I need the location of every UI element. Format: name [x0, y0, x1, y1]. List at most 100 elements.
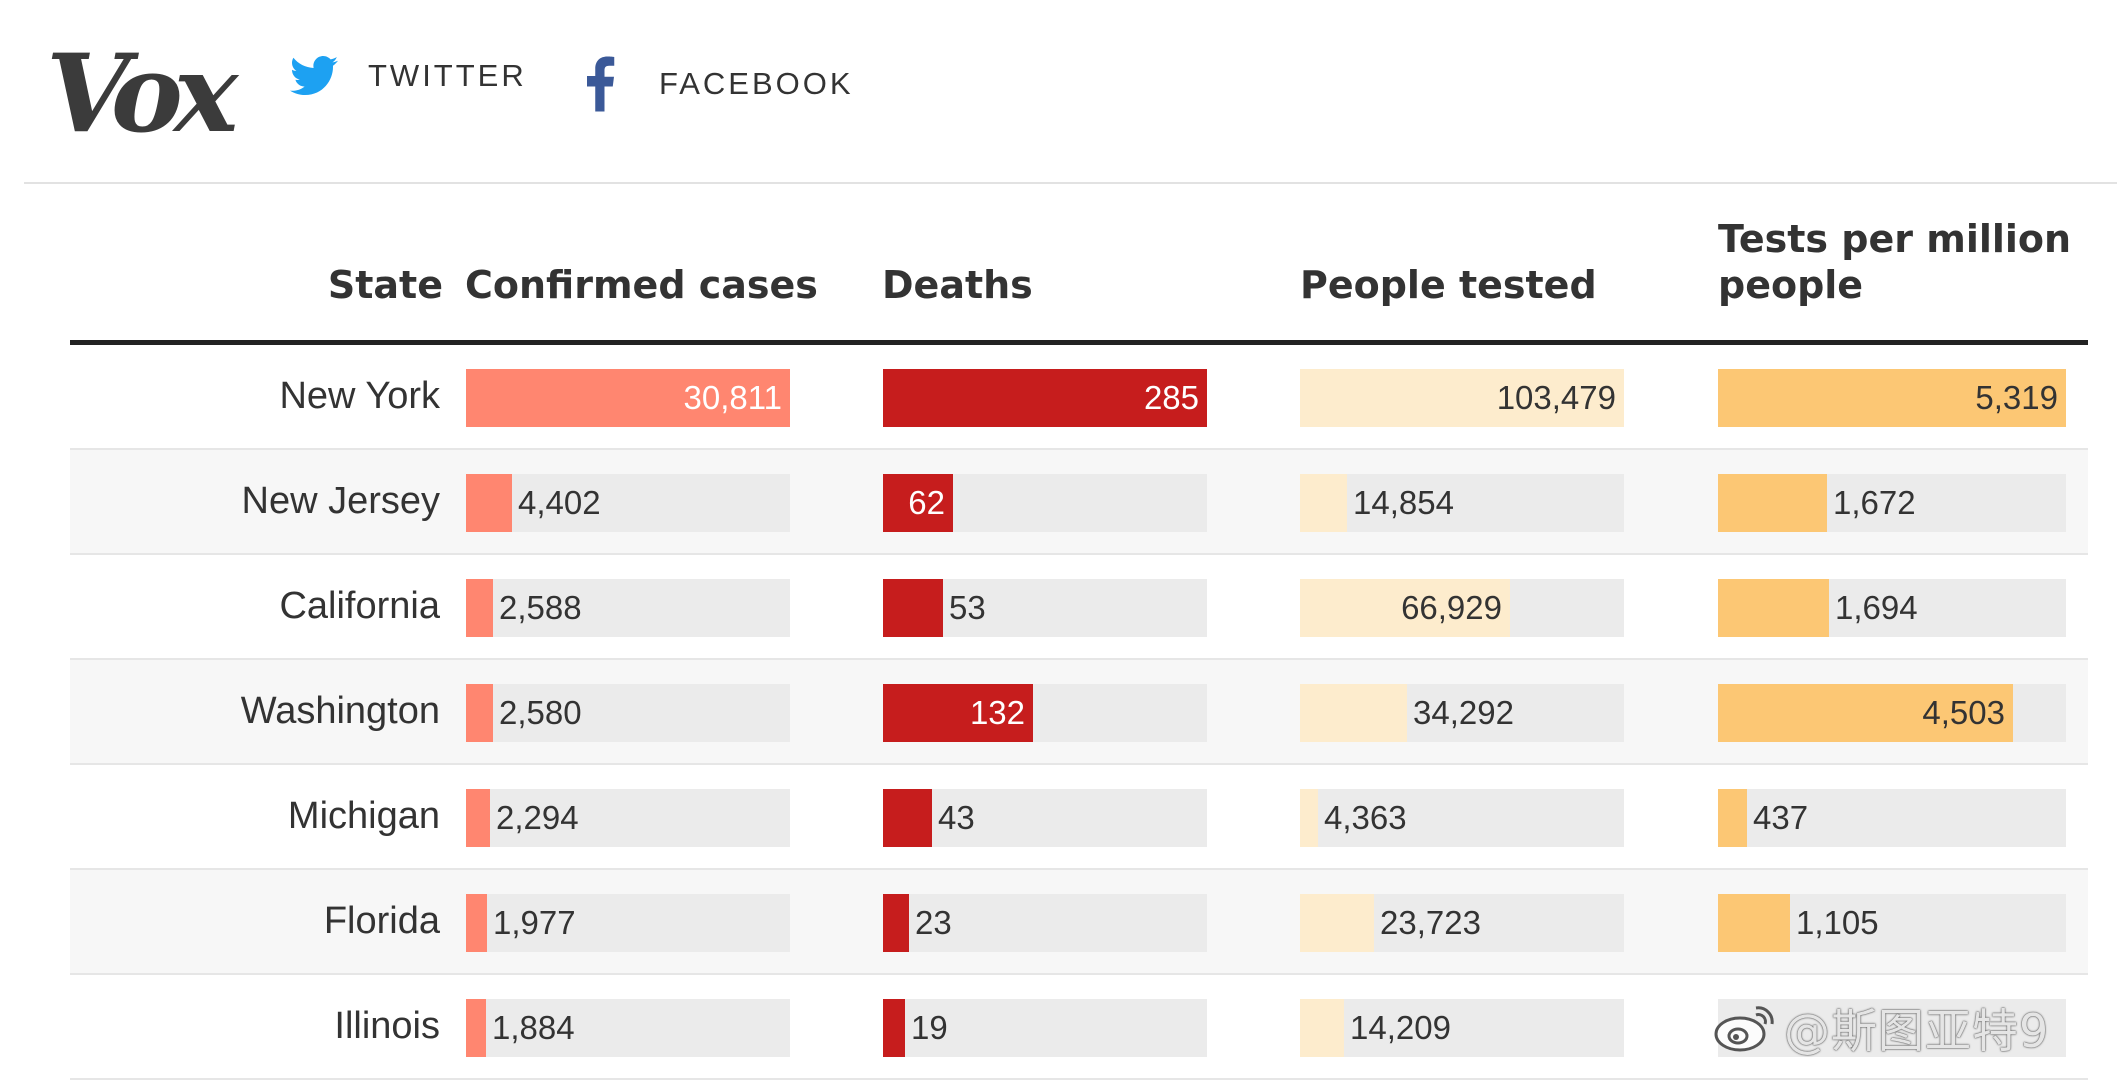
tests-per-million-bar-track: 1,672 — [1718, 474, 2066, 532]
tests-per-million-value: 1,694 — [1835, 589, 1918, 626]
people-tested-bar-track: 14,209 — [1300, 999, 1624, 1057]
header-rule — [70, 340, 2088, 345]
tests-per-million-bar-track: 1,105 — [1718, 894, 2066, 952]
tests-per-million-value: 1,672 — [1833, 484, 1916, 521]
people-tested-bar — [1300, 369, 1624, 427]
facebook-icon — [587, 56, 615, 112]
confirmed-cases-value: 2,294 — [496, 799, 579, 836]
state-name: Washington — [240, 690, 440, 732]
people-tested-bar-track: 23,723 — [1300, 894, 1624, 952]
deaths-bar — [883, 789, 932, 847]
table-row: New Jersey 4,402 62 14,854 1,672 — [70, 450, 2088, 555]
confirmed-cases-bar-track: 2,588 — [466, 579, 790, 637]
table-row: Florida 1,977 23 23,723 1,105 — [70, 870, 2088, 975]
confirmed-cases-value: 1,884 — [492, 1009, 575, 1046]
tests-per-million-bar — [1718, 789, 1747, 847]
deaths-value: 132 — [969, 694, 1025, 731]
tests-per-million-bar — [1718, 474, 1827, 532]
table-row: Washington 2,580 132 34,292 4,503 — [70, 660, 2088, 765]
deaths-value: 53 — [949, 589, 986, 626]
table-row: Illinois 1,884 19 14,209 — [70, 975, 2088, 1080]
header-state: State — [327, 263, 443, 307]
deaths-bar-track: 62 — [883, 474, 1207, 532]
table-row: New York 30,811 285 103,479 5,319 — [70, 345, 2088, 450]
header-tests-per-million: Tests per million people — [1718, 217, 2072, 307]
confirmed-cases-value: 4,402 — [518, 484, 601, 521]
tests-per-million-bar — [1718, 369, 2066, 427]
confirmed-cases-bar-track: 1,977 — [466, 894, 790, 952]
state-name: Illinois — [334, 1005, 440, 1047]
watermark-text: @斯图亚特9 — [1784, 1004, 2050, 1058]
people-tested-bar — [1300, 789, 1318, 847]
tests-per-million-value: 437 — [1753, 799, 1809, 836]
deaths-bar — [883, 369, 1207, 427]
deaths-bar-track: 43 — [883, 789, 1207, 847]
page-header: Vox TWITTER FACEBOOK — [0, 0, 2117, 184]
tests-per-million-bar-track: 437 — [1718, 789, 2066, 847]
header-confirmed-cases: Confirmed cases — [465, 263, 818, 307]
deaths-value: 62 — [908, 484, 945, 521]
confirmed-cases-bar-track: 2,580 — [466, 684, 790, 742]
tests-per-million-value: 1,105 — [1796, 904, 1879, 941]
state-name: Michigan — [287, 795, 440, 837]
people-tested-bar-track: 4,363 — [1300, 789, 1624, 847]
header-deaths: Deaths — [882, 263, 1033, 307]
confirmed-cases-bar — [466, 999, 486, 1057]
deaths-bar — [883, 999, 905, 1057]
deaths-value: 23 — [915, 904, 952, 941]
confirmed-cases-bar — [466, 369, 790, 427]
people-tested-bar-track: 34,292 — [1300, 684, 1624, 742]
deaths-value: 19 — [911, 1009, 948, 1046]
people-tested-value: 34,292 — [1413, 694, 1514, 731]
confirmed-cases-value: 2,588 — [499, 589, 582, 626]
deaths-value: 43 — [938, 799, 975, 836]
header-divider — [24, 182, 2117, 184]
people-tested-bar-track: 14,854 — [1300, 474, 1624, 532]
people-tested-bar — [1300, 684, 1407, 742]
deaths-bar — [883, 684, 1033, 742]
people-tested-value: 23,723 — [1380, 904, 1481, 941]
table-body: New York 30,811 285 103,479 5,319 New Jersey 4… — [70, 345, 2088, 1080]
state-name: Florida — [323, 900, 440, 942]
people-tested-bar — [1300, 894, 1374, 952]
tests-per-million-bar-track: 1,694 — [1718, 579, 2066, 637]
twitter-label: TWITTER — [368, 58, 527, 93]
header-people-tested: People tested — [1300, 263, 1597, 307]
facebook-share-button[interactable]: FACEBOOK — [585, 56, 854, 112]
table-row: California 2,588 53 66,929 1,694 — [70, 555, 2088, 660]
deaths-bar-track: 53 — [883, 579, 1207, 637]
deaths-bar-track: 132 — [883, 684, 1207, 742]
deaths-bar — [883, 474, 953, 532]
table-row: Michigan 2,294 43 4,363 437 — [70, 765, 2088, 870]
twitter-icon — [290, 56, 338, 95]
confirmed-cases-bar — [466, 894, 487, 952]
confirmed-cases-bar — [466, 579, 493, 637]
people-tested-bar-track: 66,929 — [1300, 579, 1624, 637]
deaths-bar-track: 23 — [883, 894, 1207, 952]
table-header: State Confirmed cases Deaths People test… — [70, 184, 2088, 345]
tests-per-million-value: 4,503 — [1922, 694, 2005, 731]
tests-per-million-bar-track — [1718, 999, 2066, 1057]
confirmed-cases-value: 30,811 — [683, 379, 782, 416]
deaths-bar — [883, 579, 943, 637]
confirmed-cases-value: 1,977 — [493, 904, 576, 941]
deaths-bar — [883, 894, 909, 952]
confirmed-cases-bar-track: 4,402 — [466, 474, 790, 532]
people-tested-bar — [1300, 474, 1347, 532]
tests-per-million-bar — [1718, 894, 1790, 952]
state-name: New Jersey — [241, 480, 441, 522]
tests-per-million-bar-track: 5,319 — [1718, 369, 2066, 427]
covid-state-table: State Confirmed cases Deaths People test… — [70, 184, 2088, 1080]
tests-per-million-bar — [1718, 579, 1829, 637]
vox-logo[interactable]: Vox — [46, 31, 238, 157]
tests-per-million-bar-track: 4,503 — [1718, 684, 2066, 742]
confirmed-cases-bar-track: 2,294 — [466, 789, 790, 847]
people-tested-value: 14,209 — [1350, 1009, 1451, 1046]
people-tested-value: 66,929 — [1401, 589, 1502, 626]
tests-per-million-bar — [1718, 684, 2013, 742]
twitter-share-button[interactable]: TWITTER — [290, 56, 527, 96]
deaths-bar-track: 285 — [883, 369, 1207, 427]
deaths-value: 285 — [1143, 379, 1199, 416]
people-tested-value: 103,479 — [1496, 379, 1616, 416]
tests-per-million-value: 5,319 — [1975, 379, 2058, 416]
